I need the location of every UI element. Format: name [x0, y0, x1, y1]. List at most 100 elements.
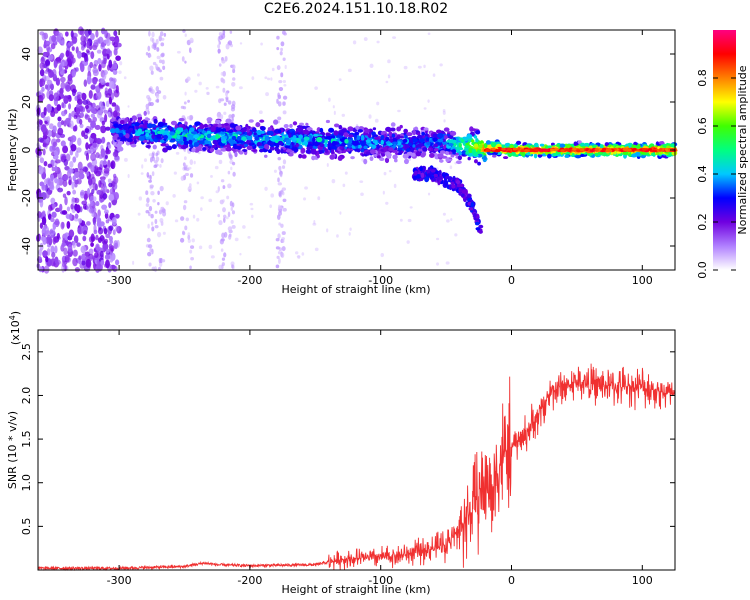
band-cell	[388, 147, 394, 152]
noise-speckle	[92, 182, 97, 191]
noise-speckle	[232, 171, 236, 177]
noise-speckle	[259, 110, 263, 115]
band-cell	[396, 126, 402, 132]
band-cell	[277, 137, 284, 141]
noise-speckle	[38, 248, 42, 257]
band-cell	[162, 147, 168, 153]
carrier-cell	[524, 149, 529, 152]
x-tick-label: -200	[237, 274, 262, 287]
band-cell	[637, 143, 641, 149]
noise-speckle	[282, 207, 287, 212]
noise-speckle	[407, 218, 412, 223]
noise-speckle	[58, 40, 64, 45]
noise-speckle	[149, 174, 152, 181]
band-cell	[206, 117, 213, 122]
noise-speckle	[198, 245, 203, 250]
band-cell	[424, 132, 429, 138]
noise-speckle	[222, 199, 225, 203]
noise-speckle	[180, 105, 185, 109]
noise-speckle	[188, 114, 194, 121]
noise-speckle	[439, 63, 443, 67]
tail-cell	[470, 201, 475, 208]
noise-speckle	[92, 207, 97, 213]
noise-speckle	[427, 192, 431, 196]
noise-speckle	[67, 168, 74, 174]
band-cell	[407, 142, 412, 147]
band-cell	[310, 148, 315, 153]
band-cell	[391, 141, 399, 145]
noise-speckle	[165, 201, 169, 206]
noise-speckle	[380, 252, 385, 258]
band-cell	[217, 124, 222, 128]
noise-speckle	[109, 36, 116, 42]
noise-speckle	[81, 130, 86, 137]
colorbar-label: Normalized spectral amplitude	[736, 65, 749, 234]
band-cell	[613, 151, 617, 155]
noise-speckle	[427, 32, 431, 36]
band-cell	[220, 147, 227, 152]
band-cell	[344, 138, 349, 144]
band-cell	[241, 127, 248, 133]
noise-speckle	[406, 240, 410, 244]
noise-speckle	[80, 245, 87, 254]
noise-speckle	[99, 250, 104, 258]
noise-speckle	[92, 142, 97, 148]
tail-cell	[452, 175, 456, 181]
noise-speckle	[189, 159, 194, 166]
band-cell	[374, 141, 378, 146]
band-cell	[313, 133, 319, 137]
noise-speckle	[90, 113, 96, 118]
noise-speckle	[72, 156, 77, 163]
noise-speckle	[56, 178, 60, 186]
noise-speckle	[150, 190, 155, 196]
carrier-cell	[565, 148, 570, 152]
band-cell	[390, 122, 396, 127]
noise-speckle	[103, 238, 109, 244]
noise-speckle	[61, 102, 65, 109]
noise-speckle	[95, 137, 101, 144]
noise-speckle	[218, 63, 222, 67]
band-cell	[483, 142, 488, 148]
noise-speckle	[156, 231, 162, 238]
band-cell	[421, 131, 426, 136]
noise-speckle	[42, 250, 49, 257]
noise-speckle	[281, 246, 286, 252]
y-tick-label: 20	[20, 95, 33, 109]
band-cell	[119, 119, 125, 125]
band-cell	[330, 135, 336, 139]
noise-speckle	[188, 189, 192, 193]
noise-speckle	[403, 65, 408, 70]
noise-speckle	[82, 166, 89, 173]
noise-speckle	[423, 107, 427, 110]
noise-speckle	[150, 221, 154, 226]
band-cell	[319, 143, 325, 147]
band-cell	[130, 143, 137, 148]
band-cell	[547, 145, 552, 149]
noise-speckle	[102, 71, 107, 80]
carrier-cell	[512, 147, 518, 151]
noise-speckle	[227, 40, 233, 46]
band-cell	[361, 153, 365, 157]
band-cell	[259, 119, 265, 123]
noise-speckle	[153, 164, 158, 169]
noise-speckle	[228, 234, 232, 240]
noise-speckle	[89, 61, 94, 69]
noise-speckle	[39, 68, 45, 77]
band-cell	[251, 148, 258, 152]
noise-speckle	[150, 70, 154, 75]
tail-cell	[451, 184, 456, 189]
noise-speckle	[75, 204, 81, 214]
band-cell	[159, 128, 165, 135]
band-cell	[403, 158, 409, 165]
colorbar-gradient	[713, 30, 736, 270]
noise-speckle	[231, 113, 235, 118]
noise-speckle	[80, 35, 87, 43]
band-cell	[385, 136, 390, 141]
band-cell	[144, 120, 148, 125]
noise-speckle	[71, 196, 75, 205]
tail-cell	[412, 175, 417, 180]
tail-cell	[450, 181, 454, 185]
band-cell	[152, 144, 157, 150]
band-cell	[437, 139, 444, 143]
tail-cell	[455, 180, 461, 185]
